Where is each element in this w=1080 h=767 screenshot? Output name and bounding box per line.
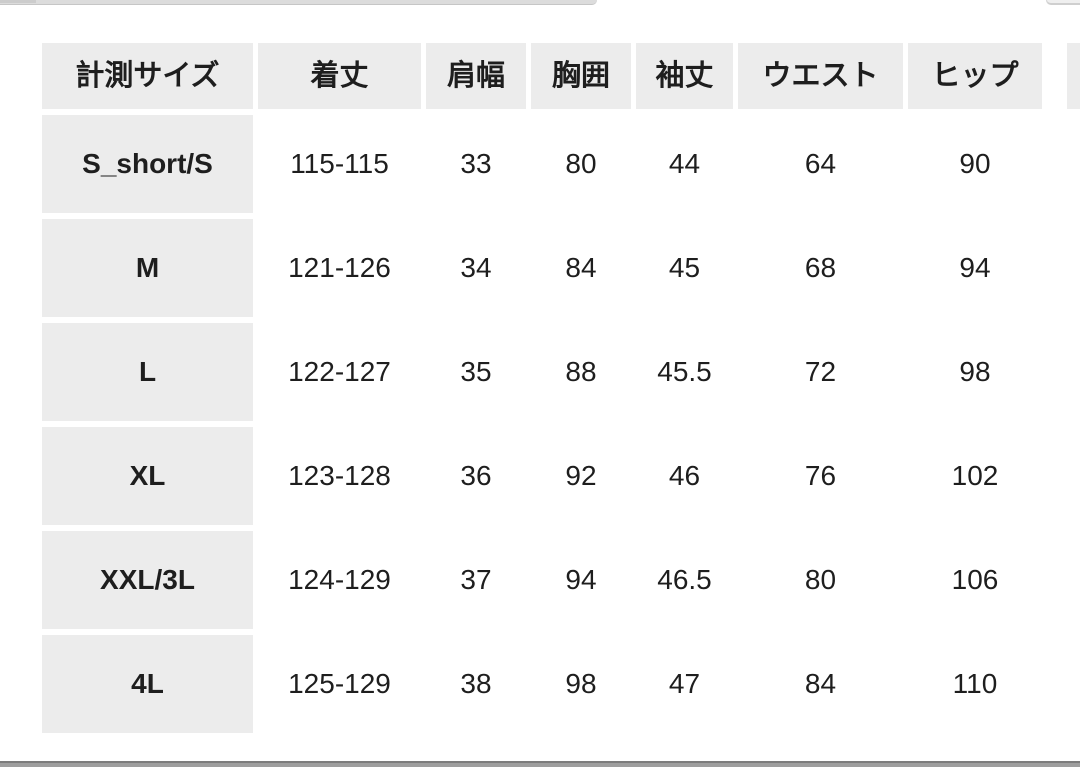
- row-label-xl: XL: [42, 427, 253, 525]
- size-chart-table: 計測サイズ 着丈 肩幅 胸囲 袖丈 ウエスト ヒップ S_short/S 115…: [42, 43, 1042, 733]
- row-label-m: M: [42, 219, 253, 317]
- table-cell: 68: [738, 219, 903, 317]
- table-cell: 38: [426, 635, 526, 733]
- table-cell: 122-127: [258, 323, 421, 421]
- table-cell: 47: [636, 635, 733, 733]
- table-cell: 45: [636, 219, 733, 317]
- column-header-length: 着丈: [258, 43, 421, 109]
- table-cell: 33: [426, 115, 526, 213]
- column-header-measure-size: 計測サイズ: [42, 43, 253, 109]
- table-cell: 46: [636, 427, 733, 525]
- table-cell: 94: [908, 219, 1042, 317]
- table-cell: 44: [636, 115, 733, 213]
- table-cell: 102: [908, 427, 1042, 525]
- table-cell: 37: [426, 531, 526, 629]
- table-cell: 123-128: [258, 427, 421, 525]
- table-cell: 94: [531, 531, 631, 629]
- row-label-xxl-3l: XXL/3L: [42, 531, 253, 629]
- table-cell: 98: [908, 323, 1042, 421]
- table-cell: 64: [738, 115, 903, 213]
- table-cell: 98: [531, 635, 631, 733]
- table-cell: 72: [738, 323, 903, 421]
- row-label-l: L: [42, 323, 253, 421]
- table-cell: 106: [908, 531, 1042, 629]
- column-header-waist: ウエスト: [738, 43, 903, 109]
- table-cell: 45.5: [636, 323, 733, 421]
- table-cell: 36: [426, 427, 526, 525]
- top-cropped-bar: [0, 0, 597, 5]
- bottom-cropped-bar: [0, 761, 1080, 767]
- cropped-extra-column-sliver: [1067, 43, 1080, 109]
- table-cell: 84: [531, 219, 631, 317]
- table-cell: 88: [531, 323, 631, 421]
- table-cell: 35: [426, 323, 526, 421]
- column-header-chest: 胸囲: [531, 43, 631, 109]
- table-cell: 124-129: [258, 531, 421, 629]
- table-cell: 34: [426, 219, 526, 317]
- table-cell: 125-129: [258, 635, 421, 733]
- table-cell: 76: [738, 427, 903, 525]
- row-label-4l: 4L: [42, 635, 253, 733]
- table-cell: 46.5: [636, 531, 733, 629]
- table-cell: 121-126: [258, 219, 421, 317]
- table-cell: 90: [908, 115, 1042, 213]
- table-cell: 80: [531, 115, 631, 213]
- table-cell: 115-115: [258, 115, 421, 213]
- column-header-shoulder-width: 肩幅: [426, 43, 526, 109]
- table-cell: 110: [908, 635, 1042, 733]
- top-cropped-bar-dark-segment: [0, 0, 36, 3]
- row-label-s-short-s: S_short/S: [42, 115, 253, 213]
- column-header-hip: ヒップ: [908, 43, 1042, 109]
- table-cell: 92: [531, 427, 631, 525]
- table-cell: 84: [738, 635, 903, 733]
- table-cell: 80: [738, 531, 903, 629]
- column-header-sleeve-length: 袖丈: [636, 43, 733, 109]
- top-right-cropped-bar: [1046, 0, 1080, 5]
